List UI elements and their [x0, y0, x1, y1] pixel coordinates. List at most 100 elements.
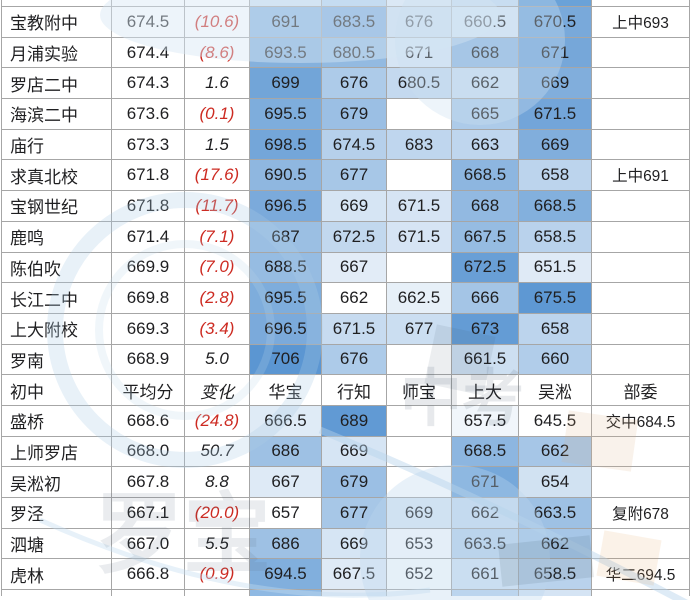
cell-note: 复附678: [591, 497, 690, 529]
cell-school-name: 庙行: [1, 128, 112, 161]
cell-score: 662: [321, 282, 387, 314]
cell-school-name: 长江二中: [1, 282, 112, 314]
cell-change: (10.6): [184, 6, 250, 38]
cell-score: [386, 159, 452, 192]
cell-score: 661.5: [451, 343, 519, 376]
cell-score: 669: [518, 67, 592, 100]
partial-cell: [591, 589, 690, 597]
column-header-shibao: 师宝: [386, 374, 452, 406]
cell-score: 671: [386, 36, 452, 69]
cell-score: 654: [518, 466, 592, 498]
partial-cell: [1, 589, 112, 597]
table-row: 吴淞初 667.8 8.8 667 679 671 654: [1, 466, 690, 498]
cell-school-name: 罗南: [1, 343, 112, 376]
cell-average-score: 667.8: [111, 466, 185, 498]
table-body: 宝教附中 674.5 (10.6) 691 683.5 676 660.5 670.5 上中69…: [1, 0, 690, 597]
cell-note: 上中693: [591, 6, 690, 38]
cell-change: (8.6): [184, 36, 250, 69]
cell-score: [386, 435, 452, 468]
cell-score: 669: [321, 435, 387, 468]
cell-school-name: 求真北校: [1, 159, 112, 192]
cell-score: 671.5: [518, 98, 592, 130]
cell-change: 1.6: [184, 67, 250, 100]
cell-change: 5.0: [184, 343, 250, 376]
cell-change: (20.0): [184, 497, 250, 529]
cell-note: 交中684.5: [591, 404, 690, 437]
cell-note: 华二694.5: [591, 558, 690, 591]
cell-change: 5.5: [184, 527, 250, 560]
partial-cell: [518, 589, 592, 597]
table-row: 长江二中 669.8 (2.8) 695.5 662 662.5 666 675.5: [1, 282, 690, 314]
cell-score: 691: [249, 6, 322, 38]
cell-note: [591, 67, 690, 100]
cell-average-score: 669.9: [111, 251, 185, 284]
cell-average-score: 668.0: [111, 435, 185, 468]
cell-score: 671.5: [386, 190, 452, 222]
cell-score: 679: [321, 466, 387, 498]
cell-school-name: 宝钢世纪: [1, 190, 112, 222]
score-table: 宝教附中 674.5 (10.6) 691 683.5 676 660.5 670.5 上中69…: [1, 0, 690, 597]
cell-score: [386, 466, 452, 498]
cell-score: [386, 343, 452, 376]
cell-score: 657.5: [451, 404, 519, 437]
table-row: 罗泾 667.1 (20.0) 657 677 669 662 663.5 复附678: [1, 497, 690, 529]
cell-score: 666: [451, 282, 519, 314]
cell-average-score: 667.1: [111, 497, 185, 529]
table-row: 求真北校 671.8 (17.6) 690.5 677 668.5 658 上中691: [1, 159, 690, 192]
cell-score: 686: [249, 527, 322, 560]
cell-score: 658.5: [518, 558, 592, 591]
cell-score: 671: [451, 466, 519, 498]
cell-note: [591, 190, 690, 222]
cell-score: 693.5: [249, 36, 322, 69]
cell-note: [591, 36, 690, 69]
cell-score: [386, 404, 452, 437]
cell-average-score: 671.4: [111, 220, 185, 253]
cell-score: 673: [451, 312, 519, 345]
cell-school-name: 泗塘: [1, 527, 112, 560]
table-row: 月浦实验 674.4 (8.6) 693.5 680.5 671 668 671: [1, 36, 690, 69]
column-header-buwei: 部委: [591, 374, 690, 406]
cell-school-name: 上大附校: [1, 312, 112, 345]
cell-score: 662.5: [386, 282, 452, 314]
cell-score: 695.5: [249, 282, 322, 314]
cell-note: [591, 251, 690, 284]
cell-score: 706: [249, 343, 322, 376]
column-header-shangda: 上大: [451, 374, 519, 406]
cell-score: 680.5: [321, 36, 387, 69]
cell-school-name: 罗店二中: [1, 67, 112, 100]
cell-score: 662: [451, 67, 519, 100]
cell-school-name: 盛桥: [1, 404, 112, 437]
cell-score: 671.5: [386, 220, 452, 253]
cell-school-name: 宝教附中: [1, 6, 112, 38]
cell-score: 688.5: [249, 251, 322, 284]
column-header-school: 初中: [1, 374, 112, 406]
cell-score: 667: [249, 466, 322, 498]
cell-score: 663.5: [451, 527, 519, 560]
cell-change: 8.8: [184, 466, 250, 498]
cell-score: 657: [249, 497, 322, 529]
partial-row-bottom: [1, 589, 690, 597]
cell-score: 667.5: [321, 558, 387, 591]
cell-school-name: 海滨二中: [1, 98, 112, 130]
table-row: 鹿鸣 671.4 (7.1) 687 672.5 671.5 667.5 658.5: [1, 220, 690, 253]
cell-score: 689: [321, 404, 387, 437]
cell-change: 1.5: [184, 128, 250, 161]
cell-score: 658.5: [518, 220, 592, 253]
cell-score: 679: [321, 98, 387, 130]
cell-change: (0.1): [184, 98, 250, 130]
cell-note: [591, 98, 690, 130]
cell-score: 677: [386, 312, 452, 345]
cell-score: 696.5: [249, 312, 322, 345]
cell-note: [591, 527, 690, 560]
cell-score: 696.5: [249, 190, 322, 222]
cell-note: [591, 282, 690, 314]
cell-change: (7.0): [184, 251, 250, 284]
table-row: 宝教附中 674.5 (10.6) 691 683.5 676 660.5 670.5 上中69…: [1, 6, 690, 38]
cell-average-score: 668.6: [111, 404, 185, 437]
cell-note: [591, 466, 690, 498]
cell-change: 50.7: [184, 435, 250, 468]
cell-score: [386, 251, 452, 284]
cell-score: 699: [249, 67, 322, 100]
cell-score: 645.5: [518, 404, 592, 437]
table-row: 盛桥 668.6 (24.8) 666.5 689 657.5 645.5 交中684.5: [1, 404, 690, 437]
